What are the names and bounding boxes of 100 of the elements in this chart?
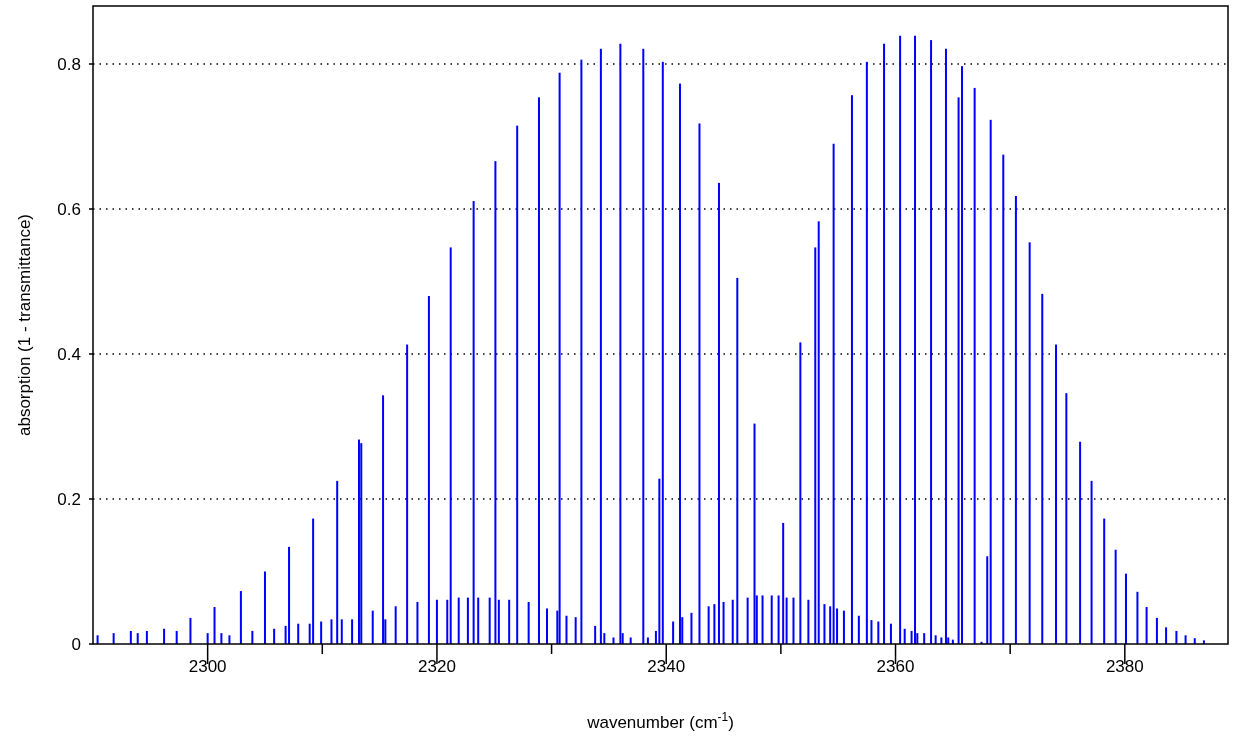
bar — [336, 480, 339, 644]
bar — [494, 161, 497, 644]
bar — [658, 478, 661, 644]
bar — [1065, 393, 1068, 644]
x-axis-title: wavenumber (cm$^{-1}$) — [586, 710, 734, 732]
bar — [288, 546, 291, 644]
y-tick-label: 0.6 — [57, 199, 81, 219]
bar — [1136, 591, 1139, 644]
bar — [558, 72, 561, 644]
bar — [1175, 630, 1178, 644]
bar — [629, 637, 632, 644]
bar — [777, 595, 780, 644]
y-axis-title: absorption (1 - transmittance) — [15, 213, 34, 437]
bar — [406, 344, 409, 644]
bar — [690, 612, 693, 644]
bar — [870, 620, 873, 644]
bar — [823, 604, 826, 644]
bar — [574, 617, 577, 644]
bar — [1165, 627, 1168, 644]
bar — [594, 625, 597, 644]
bar — [382, 395, 385, 644]
y-tick-label: 0.2 — [57, 489, 81, 509]
y-tick-label: 0 — [71, 634, 81, 654]
bar — [883, 43, 886, 644]
bar — [940, 637, 943, 644]
bar — [136, 633, 139, 644]
bar — [736, 277, 739, 644]
bar — [527, 601, 530, 644]
bar — [351, 619, 354, 644]
bar — [497, 599, 500, 644]
bar — [1055, 344, 1058, 644]
bar — [903, 628, 906, 644]
x-tick-label: 2300 — [188, 657, 227, 676]
bar — [508, 599, 511, 644]
bar — [850, 95, 853, 644]
bar — [792, 597, 795, 644]
bar — [817, 221, 820, 644]
bar — [1103, 518, 1106, 644]
bar — [446, 599, 449, 644]
bar — [857, 615, 860, 644]
bar — [599, 48, 602, 644]
bar — [930, 40, 933, 644]
bar — [580, 59, 583, 644]
bar — [175, 630, 178, 644]
bar — [661, 61, 664, 644]
bar — [213, 607, 216, 644]
bar — [312, 518, 315, 644]
bar — [251, 630, 254, 644]
bar — [1114, 549, 1117, 644]
bar — [829, 606, 832, 644]
bar — [357, 439, 360, 644]
bar — [394, 606, 397, 644]
bar — [642, 48, 645, 644]
bar — [516, 125, 519, 644]
bar — [646, 637, 649, 644]
bar — [877, 621, 880, 644]
bar — [472, 201, 475, 644]
bar — [944, 48, 947, 644]
bar — [865, 61, 868, 644]
bar — [986, 556, 989, 644]
bar — [163, 628, 166, 644]
bar — [330, 619, 333, 644]
bar — [731, 599, 734, 644]
bar — [961, 66, 964, 644]
bar — [1145, 607, 1148, 644]
bar — [488, 597, 491, 644]
x-tick-label: 2360 — [876, 657, 915, 676]
bar — [189, 617, 192, 644]
bar — [427, 296, 430, 644]
bar — [1028, 242, 1031, 644]
bar — [782, 522, 785, 644]
bar — [707, 606, 710, 644]
bar — [672, 621, 675, 644]
bar — [889, 623, 892, 644]
bar — [899, 35, 902, 644]
bar — [753, 423, 756, 644]
bar — [612, 637, 615, 644]
x-tick-label: 2320 — [418, 657, 456, 676]
bar — [1014, 195, 1017, 644]
bar — [416, 601, 419, 644]
bar — [761, 595, 764, 644]
bar — [263, 571, 266, 644]
bar — [273, 628, 276, 644]
bar — [914, 35, 917, 644]
bar — [371, 610, 374, 644]
bar — [206, 633, 209, 644]
bar — [832, 143, 835, 644]
bar — [1079, 441, 1082, 644]
bar — [466, 597, 469, 644]
bar — [449, 247, 452, 644]
bar — [842, 610, 845, 644]
bar — [1090, 480, 1093, 644]
bar — [934, 635, 937, 644]
bar — [129, 630, 132, 644]
bar — [713, 604, 716, 644]
bar — [785, 597, 788, 644]
bar — [1041, 293, 1044, 644]
bar — [1124, 573, 1127, 644]
bar — [799, 342, 802, 644]
bar — [297, 623, 300, 644]
